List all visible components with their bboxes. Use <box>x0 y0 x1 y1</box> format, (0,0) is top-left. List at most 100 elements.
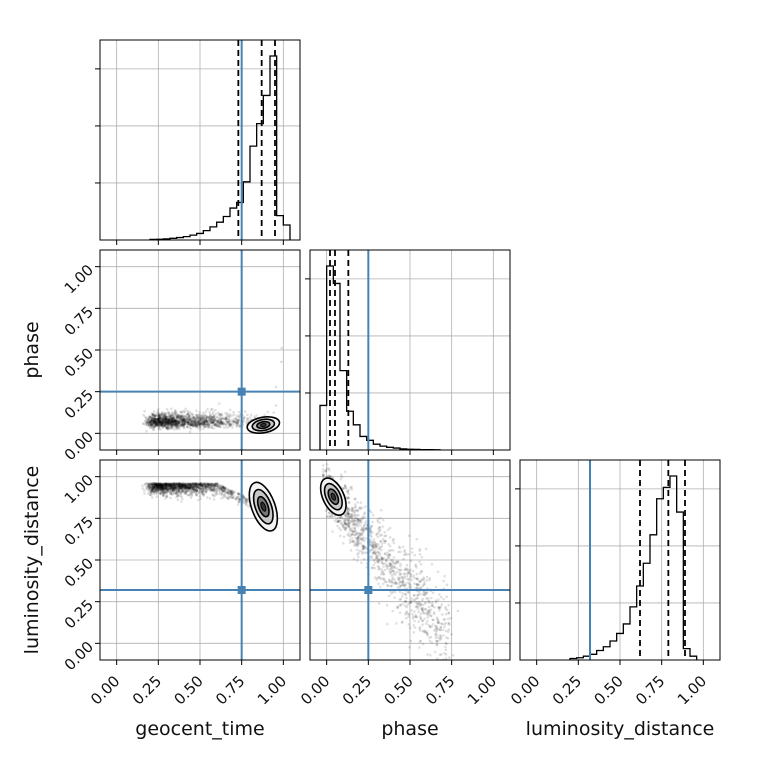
scatter-point <box>160 483 163 487</box>
scatter-point <box>173 482 176 486</box>
scatter-point <box>229 422 233 426</box>
scatter-point <box>186 484 189 488</box>
scatter-point <box>195 416 198 420</box>
scatter-point <box>198 495 202 498</box>
scatter-point <box>181 482 184 486</box>
scatter-point <box>235 421 239 425</box>
scatter-point <box>158 485 161 489</box>
scatter-point <box>225 420 229 424</box>
scatter-point <box>236 420 240 423</box>
scatter-point <box>233 497 237 501</box>
scatter-point <box>189 423 193 427</box>
scatter-point <box>187 420 190 424</box>
scatter-point <box>192 417 196 421</box>
scatter-point <box>161 487 165 491</box>
scatter-point <box>204 417 208 420</box>
scatter-point <box>192 482 195 486</box>
scatter-point <box>177 415 180 419</box>
scatter-point <box>181 497 184 501</box>
scatter-point <box>170 484 174 488</box>
scatter-point <box>181 483 185 487</box>
scatter-point <box>220 488 224 492</box>
scatter-point <box>226 491 229 494</box>
scatter-point <box>159 420 162 424</box>
scatter-point <box>165 421 169 425</box>
scatter-point <box>184 484 188 488</box>
scatter-point <box>158 416 162 420</box>
scatter-point <box>155 423 158 427</box>
scatter-point <box>213 484 217 487</box>
scatter-point <box>155 417 159 421</box>
scatter-point <box>161 417 165 421</box>
scatter-point <box>203 425 206 429</box>
scatter-point <box>181 489 185 492</box>
scatter-point <box>157 487 160 490</box>
scatter-point <box>204 410 208 414</box>
scatter-point <box>147 424 150 427</box>
scatter-point <box>156 483 160 487</box>
scatter-point <box>347 501 351 505</box>
scatter-point <box>160 483 164 486</box>
scatter-point <box>164 484 168 488</box>
scatter-point <box>174 423 178 426</box>
scatter-point <box>188 482 192 486</box>
scatter-point <box>169 418 173 422</box>
scatter-point <box>214 423 217 427</box>
scatter-point <box>410 597 413 600</box>
scatter-point <box>173 423 177 427</box>
scatter-point <box>219 496 223 500</box>
scatter-point <box>446 637 450 640</box>
panel-phase-hist <box>305 249 511 451</box>
scatter-point <box>181 415 185 419</box>
scatter-point <box>218 413 222 416</box>
scatter-point <box>199 418 203 422</box>
scatter-point <box>152 418 156 421</box>
scatter-point <box>444 648 448 652</box>
scatter-point <box>216 482 219 486</box>
scatter-point <box>182 421 186 425</box>
scatter-point <box>145 416 148 420</box>
scatter-point <box>192 416 196 420</box>
scatter-point <box>220 421 224 425</box>
scatter-point <box>153 490 157 493</box>
scatter-point <box>177 486 181 490</box>
scatter-point <box>416 602 420 606</box>
scatter-point <box>165 488 168 492</box>
scatter-point <box>253 415 256 418</box>
scatter-point <box>421 642 425 646</box>
scatter-point <box>376 550 380 553</box>
scatter-point <box>220 422 223 425</box>
scatter-point <box>150 482 154 485</box>
scatter-point <box>156 485 160 489</box>
scatter-point <box>178 486 182 489</box>
scatter-point <box>161 487 165 490</box>
scatter-point <box>161 483 164 486</box>
panel-content <box>310 460 510 660</box>
scatter-point <box>180 484 184 487</box>
scatter-point <box>165 485 169 488</box>
scatter-point <box>152 485 155 488</box>
scatter-point <box>206 423 210 427</box>
scatter-point <box>155 412 158 415</box>
scatter-point <box>208 410 211 414</box>
scatter-point <box>206 422 209 425</box>
scatter-point <box>156 422 159 426</box>
scatter-point <box>216 421 219 425</box>
scatter-point <box>173 422 177 425</box>
scatter-point <box>166 485 169 488</box>
scatter-point <box>154 489 157 492</box>
scatter-point <box>164 485 168 488</box>
histogram-step-line <box>319 265 441 450</box>
scatter-point <box>198 485 202 488</box>
scatter-point <box>243 497 246 500</box>
scatter-point <box>173 488 177 492</box>
scatter-point <box>171 489 175 492</box>
scatter-point <box>200 484 204 488</box>
scatter-point <box>158 420 161 423</box>
scatter-point <box>185 413 189 416</box>
scatter-point <box>156 486 159 489</box>
scatter-point <box>159 416 163 420</box>
scatter-point <box>158 488 162 491</box>
scatter-point <box>456 609 460 613</box>
scatter-point <box>193 484 197 487</box>
